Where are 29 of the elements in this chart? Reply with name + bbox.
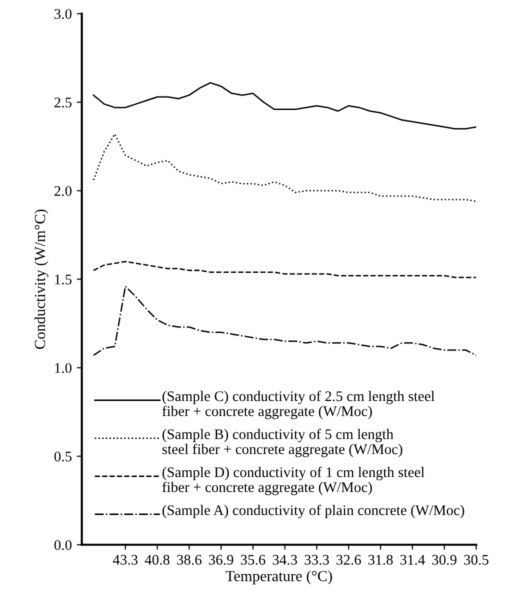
x-tick-label: 32.6 [336,554,361,565]
legend-label: (Sample D) conductivity of 1 cm length steel fiber + concrete aggregate (W/Moc) [162,466,424,496]
y-tick-label: 2.0 [54,186,72,196]
x-tick-label: 36.9 [209,554,234,565]
line-series [92,260,476,278]
y-tick-label: 1.5 [55,274,72,284]
legend-label: (Sample C) conductivity of 2.5 cm length steel fiber + concrete aggregate (W/Moc) [162,390,435,420]
line-series [92,82,476,130]
y-tick-label: 2.5 [54,98,72,108]
x-tick-label: 35.6 [240,554,266,565]
x-tick-label: 31.8 [368,554,393,565]
x-axis-title: Temperature (°C) [226,570,332,584]
y-tick-label: 1.0 [55,363,72,373]
legend-label: (Sample A) conductivity of plain concrete (W/Moc) [162,504,464,518]
x-tick-label: 30.5 [464,554,488,565]
y-tick-label: 3.0 [54,9,72,19]
line-series [92,286,476,356]
y-axis-title: Conductivity (W/m°C) [34,210,48,349]
x-tick-label: 34.3 [272,554,298,565]
y-tick-label: 0.0 [54,540,72,550]
y-tick-label: 0.5 [54,452,72,462]
x-tick-label: 31.4 [400,554,425,565]
legend-label: (Sample B) conductivity of 5 cm length steel fiber + concrete aggregate (W/Moc) [162,428,402,458]
x-tick-label: 30.9 [432,554,456,565]
x-tick-label: 38.6 [177,554,202,565]
x-tick-label: 43.3 [112,554,138,565]
line-series [92,133,476,202]
x-tick-label: 33.3 [304,554,329,565]
x-tick-label: 40.8 [144,554,170,565]
